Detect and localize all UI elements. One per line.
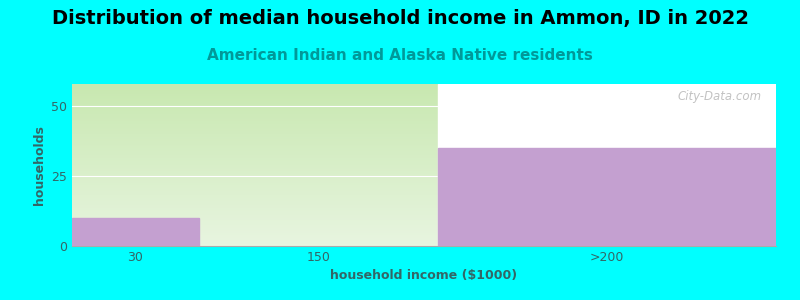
Text: Distribution of median household income in Ammon, ID in 2022: Distribution of median household income … xyxy=(51,9,749,28)
X-axis label: household income ($1000): household income ($1000) xyxy=(330,269,518,282)
Y-axis label: households: households xyxy=(33,125,46,205)
Bar xyxy=(72,218,198,246)
Bar xyxy=(438,84,776,246)
Bar xyxy=(438,148,776,246)
Text: City-Data.com: City-Data.com xyxy=(678,91,762,103)
Text: American Indian and Alaska Native residents: American Indian and Alaska Native reside… xyxy=(207,48,593,63)
